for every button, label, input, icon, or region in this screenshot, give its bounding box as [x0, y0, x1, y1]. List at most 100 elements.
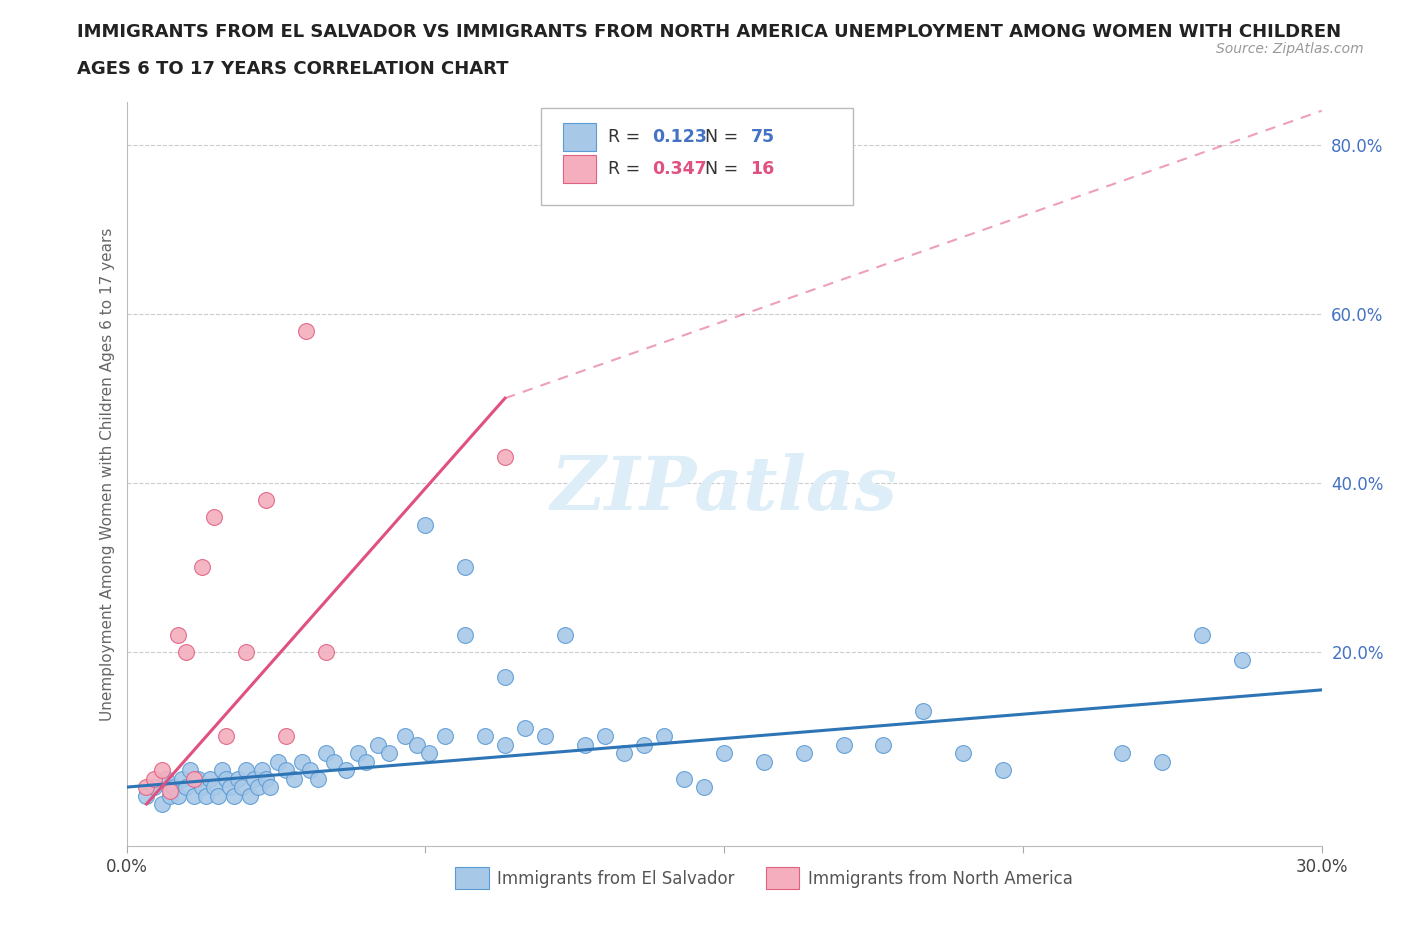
- Point: [291, 754, 314, 769]
- Point: [474, 729, 496, 744]
- Point: [378, 746, 401, 761]
- Point: [200, 771, 222, 786]
- Point: [172, 771, 194, 786]
- Text: IMMIGRANTS FROM EL SALVADOR VS IMMIGRANTS FROM NORTH AMERICA UNEMPLOYMENT AMONG : IMMIGRANTS FROM EL SALVADOR VS IMMIGRANT…: [77, 23, 1341, 41]
- Point: [294, 323, 316, 338]
- Point: [283, 771, 305, 786]
- Text: 75: 75: [751, 128, 775, 146]
- FancyBboxPatch shape: [766, 867, 800, 889]
- Point: [593, 729, 616, 744]
- Point: [494, 737, 516, 752]
- Point: [912, 704, 935, 719]
- Text: ZIPatlas: ZIPatlas: [551, 453, 897, 525]
- FancyBboxPatch shape: [541, 108, 853, 205]
- Point: [652, 729, 675, 744]
- Point: [135, 788, 157, 803]
- Point: [226, 771, 249, 786]
- Point: [494, 670, 516, 684]
- Point: [335, 763, 357, 777]
- Point: [150, 763, 174, 777]
- Point: [494, 450, 516, 465]
- Point: [274, 729, 297, 744]
- Point: [406, 737, 429, 752]
- Point: [179, 763, 201, 777]
- Point: [222, 788, 246, 803]
- Point: [872, 737, 894, 752]
- Point: [167, 628, 190, 643]
- Point: [239, 788, 262, 803]
- Point: [215, 771, 238, 786]
- Point: [219, 779, 242, 794]
- Point: [259, 779, 281, 794]
- Point: [163, 779, 186, 794]
- Text: 0.123: 0.123: [652, 128, 707, 146]
- Point: [513, 721, 536, 736]
- Text: AGES 6 TO 17 YEARS CORRELATION CHART: AGES 6 TO 17 YEARS CORRELATION CHART: [77, 60, 509, 78]
- FancyBboxPatch shape: [562, 155, 596, 183]
- Point: [250, 763, 273, 777]
- Point: [418, 746, 440, 761]
- Point: [991, 763, 1014, 777]
- Point: [413, 518, 436, 533]
- Point: [315, 746, 337, 761]
- Point: [274, 763, 297, 777]
- Point: [150, 797, 174, 812]
- Point: [174, 644, 197, 659]
- Point: [533, 729, 555, 744]
- Point: [307, 771, 329, 786]
- Text: N =: N =: [695, 128, 744, 146]
- Point: [454, 628, 477, 643]
- Text: N =: N =: [695, 160, 744, 179]
- Point: [354, 754, 377, 769]
- Point: [211, 763, 233, 777]
- Point: [191, 779, 214, 794]
- Point: [207, 788, 229, 803]
- Text: Immigrants from North America: Immigrants from North America: [807, 870, 1073, 888]
- Point: [195, 788, 218, 803]
- Point: [215, 729, 238, 744]
- Point: [1230, 653, 1253, 668]
- Point: [693, 779, 716, 794]
- Point: [613, 746, 636, 761]
- Point: [191, 560, 214, 575]
- Point: [267, 754, 290, 769]
- Point: [315, 644, 337, 659]
- Point: [143, 779, 166, 794]
- Point: [574, 737, 596, 752]
- FancyBboxPatch shape: [456, 867, 489, 889]
- Point: [235, 763, 257, 777]
- Point: [952, 746, 974, 761]
- Point: [202, 779, 225, 794]
- Point: [159, 788, 181, 803]
- Point: [1111, 746, 1133, 761]
- Point: [713, 746, 735, 761]
- Point: [243, 771, 266, 786]
- Point: [202, 509, 225, 524]
- Point: [254, 492, 277, 507]
- Point: [155, 771, 177, 786]
- Point: [394, 729, 416, 744]
- Point: [434, 729, 457, 744]
- Point: [183, 788, 205, 803]
- Point: [832, 737, 855, 752]
- Point: [454, 560, 477, 575]
- Text: Immigrants from El Salvador: Immigrants from El Salvador: [498, 870, 734, 888]
- Y-axis label: Unemployment Among Women with Children Ages 6 to 17 years: Unemployment Among Women with Children A…: [100, 228, 115, 721]
- Point: [187, 771, 209, 786]
- Point: [167, 788, 190, 803]
- Point: [254, 771, 277, 786]
- Point: [143, 771, 166, 786]
- Point: [183, 771, 205, 786]
- Text: R =: R =: [609, 128, 645, 146]
- Point: [793, 746, 815, 761]
- Point: [673, 771, 696, 786]
- Point: [554, 628, 576, 643]
- Text: R =: R =: [609, 160, 645, 179]
- Point: [1191, 628, 1213, 643]
- Point: [247, 779, 270, 794]
- Point: [159, 784, 181, 799]
- Point: [174, 779, 197, 794]
- Point: [1152, 754, 1174, 769]
- Point: [322, 754, 344, 769]
- Point: [135, 779, 157, 794]
